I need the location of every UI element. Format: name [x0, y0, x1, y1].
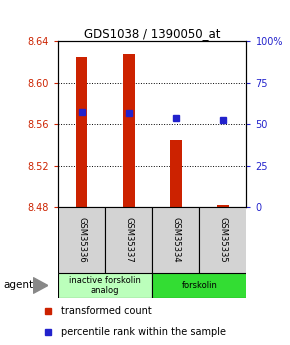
Text: GSM35335: GSM35335 [218, 217, 227, 263]
Text: agent: agent [3, 280, 33, 290]
Title: GDS1038 / 1390050_at: GDS1038 / 1390050_at [84, 27, 220, 40]
Bar [76, 57, 88, 207]
Bar [105, 207, 152, 273]
Bar [152, 273, 246, 298]
Bar [58, 273, 152, 298]
Bar [170, 140, 182, 207]
Text: GSM35337: GSM35337 [124, 217, 133, 263]
Text: inactive forskolin
analog: inactive forskolin analog [69, 276, 141, 295]
Bar [217, 205, 229, 207]
Polygon shape [33, 278, 48, 293]
Text: GSM35336: GSM35336 [77, 217, 86, 263]
Text: forskolin: forskolin [182, 281, 217, 290]
Bar [200, 207, 246, 273]
Text: GSM35334: GSM35334 [171, 217, 180, 263]
Text: transformed count: transformed count [61, 306, 152, 316]
Bar [123, 54, 135, 207]
Text: percentile rank within the sample: percentile rank within the sample [61, 327, 226, 337]
Bar [58, 207, 105, 273]
Bar [152, 207, 200, 273]
